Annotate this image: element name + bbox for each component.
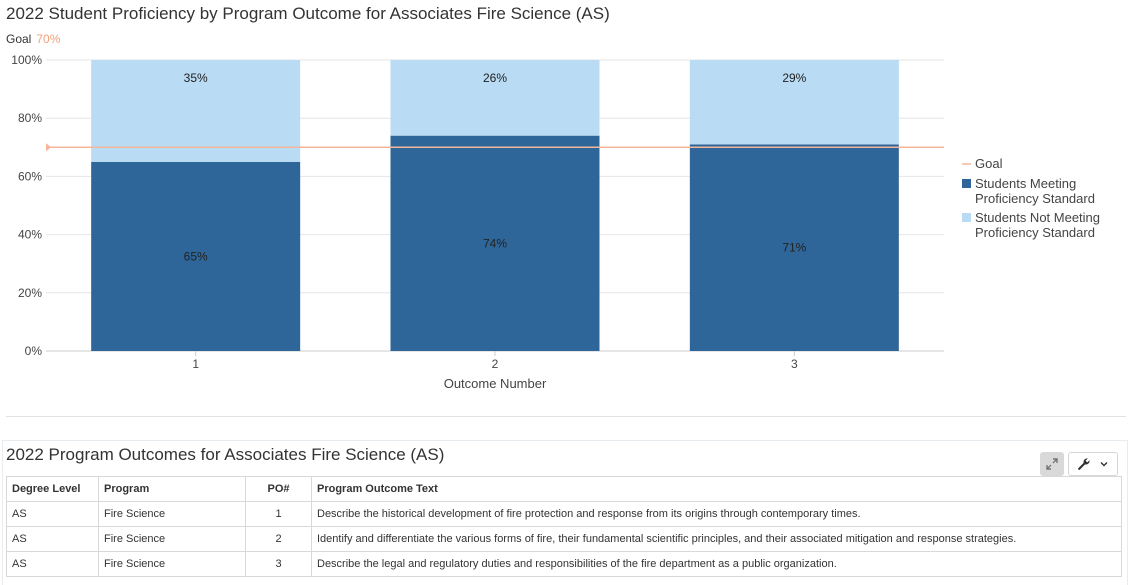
table-row: AS Fire Science 2 Identify and different… <box>6 526 1122 552</box>
y-tick-label: 100% <box>11 53 42 67</box>
goal-value: 70% <box>36 32 61 46</box>
proficiency-chart: 0% 20% 40% 60% 80% 100% 65% 35% 1 74% 26% 2 71% 29% 3 O… <box>11 53 1100 391</box>
cell-degree-level: AS <box>6 501 99 527</box>
section-divider <box>6 416 1126 417</box>
chevron-down-icon <box>1100 462 1108 467</box>
table-header-row: Degree Level Program PO# Program Outcome… <box>6 476 1122 502</box>
x-tick-label: 2 <box>492 357 499 371</box>
bar-segment <box>689 60 899 145</box>
cell-po-number: 1 <box>245 501 312 527</box>
cell-program: Fire Science <box>98 501 246 527</box>
data-label: 74% <box>483 236 507 250</box>
y-tick-label: 80% <box>18 111 42 125</box>
legend-label: Students Meeting <box>975 176 1076 191</box>
program-outcomes-table: Degree Level Program PO# Program Outcome… <box>6 476 1122 577</box>
y-tick-label: 0% <box>25 344 43 358</box>
legend-swatch <box>962 213 971 222</box>
legend-label: Students Not Meeting <box>975 210 1100 225</box>
wrench-icon <box>1078 458 1090 470</box>
column-header-po-number[interactable]: PO# <box>245 476 312 502</box>
cell-outcome-text: Describe the historical development of f… <box>311 501 1122 527</box>
cell-degree-level: AS <box>6 551 99 577</box>
bar-segment <box>390 135 600 351</box>
table-title: 2022 Program Outcomes for Associates Fir… <box>6 445 445 464</box>
cell-program: Fire Science <box>98 526 246 552</box>
legend-label: Proficiency Standard <box>975 191 1095 206</box>
cell-degree-level: AS <box>6 526 99 552</box>
column-header-outcome-text[interactable]: Program Outcome Text <box>311 476 1122 502</box>
table-row: AS Fire Science 1 Describe the historica… <box>6 501 1122 527</box>
legend-label: Goal <box>975 156 1003 171</box>
x-axis-title: Outcome Number <box>444 376 547 391</box>
expand-button[interactable] <box>1040 452 1064 476</box>
goal-marker <box>46 143 51 152</box>
tools-menu-button[interactable] <box>1068 452 1118 476</box>
x-tick-label: 3 <box>791 357 798 371</box>
goal-indicator: Goal 70% <box>6 32 60 46</box>
chart-title: 2022 Student Proficiency by Program Outc… <box>6 4 610 23</box>
column-header-degree-level[interactable]: Degree Level <box>6 476 99 502</box>
y-tick-label: 40% <box>18 228 42 242</box>
table-panel <box>2 440 1128 585</box>
y-tick-label: 20% <box>18 286 42 300</box>
expand-icon <box>1046 458 1058 470</box>
bar-segment <box>390 60 600 136</box>
bar-segment <box>91 161 301 351</box>
legend-swatch <box>962 179 971 188</box>
legend-label: Proficiency Standard <box>975 225 1095 240</box>
x-tick-label: 1 <box>192 357 199 371</box>
cell-po-number: 2 <box>245 526 312 552</box>
bar-segment <box>91 60 301 162</box>
data-label: 29% <box>782 71 806 85</box>
table-row: AS Fire Science 3 Describe the legal and… <box>6 551 1122 577</box>
column-header-program[interactable]: Program <box>98 476 246 502</box>
data-label: 26% <box>483 71 507 85</box>
goal-label: Goal <box>6 32 32 46</box>
data-label: 35% <box>184 71 208 85</box>
y-tick-label: 60% <box>18 169 42 183</box>
data-label: 65% <box>184 249 208 263</box>
cell-outcome-text: Describe the legal and regulatory duties… <box>311 551 1122 577</box>
data-label: 71% <box>782 241 806 255</box>
cell-outcome-text: Identify and differentiate the various f… <box>311 526 1122 552</box>
cell-program: Fire Science <box>98 551 246 577</box>
cell-po-number: 3 <box>245 551 312 577</box>
bar-segment <box>689 144 899 351</box>
